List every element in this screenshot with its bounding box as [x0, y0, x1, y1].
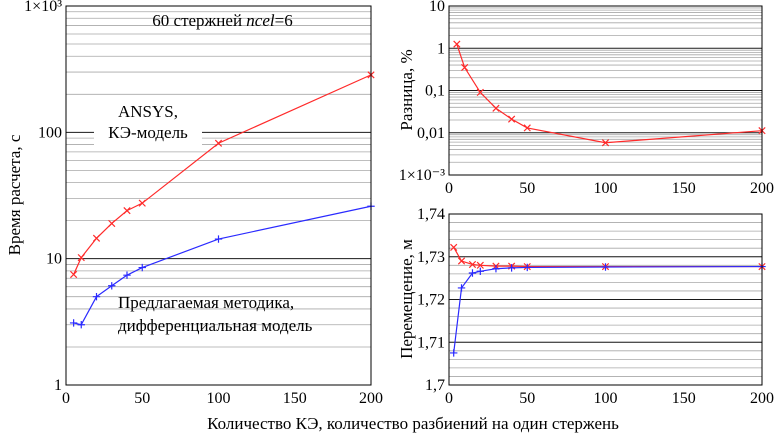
- data-point: [461, 63, 469, 72]
- series-red: [70, 71, 375, 279]
- data-point: [601, 139, 610, 147]
- series-red: [453, 40, 766, 147]
- annotation-line: КЭ-модель: [108, 123, 188, 142]
- grid-disp: [449, 213, 762, 386]
- data-point: [69, 319, 78, 327]
- data-point: [92, 234, 101, 242]
- data-point: [476, 267, 484, 275]
- x-tick-label: 100: [594, 180, 618, 197]
- data-point: [77, 321, 85, 329]
- shared-x-axis-label: Количество КЭ, количество разбиений на о…: [207, 414, 619, 433]
- chart-title: 60 стержней ncel=6: [152, 11, 292, 30]
- data-point: [123, 271, 131, 279]
- annotation-bg: [94, 101, 202, 147]
- x-tick-label: 0: [445, 390, 453, 407]
- y-tick-label: 1: [437, 40, 445, 57]
- series-line: [453, 265, 763, 354]
- data-point: [214, 235, 223, 243]
- y-axis-label: Перемещение, м: [397, 239, 416, 359]
- x-tick-label: 0: [445, 180, 453, 197]
- x-tick-label: 150: [283, 390, 307, 407]
- annotation-line: Предлагаемая методика,: [118, 293, 294, 312]
- data-point: [214, 139, 223, 147]
- y-tick-label: 1×10⁻³: [399, 167, 445, 184]
- x-tick-label: 50: [519, 390, 535, 407]
- x-tick-label: 150: [672, 390, 696, 407]
- y-tick-label: 1×10³: [24, 0, 62, 15]
- y-tick-label: 100: [38, 124, 62, 141]
- y-axis-label: Разница, %: [397, 49, 416, 130]
- annotation: ANSYS, КЭ-модель: [94, 101, 202, 147]
- data-point: [138, 263, 146, 272]
- data-point: [476, 88, 484, 97]
- data-point: [457, 257, 466, 265]
- chart-diff: 0 50 100 150 200 1×10⁻³ 0,01 0,1 1 10 Разница, %: [397, 0, 774, 197]
- chart-disp: 0 50 100 150 200 1,7 1,71 1,72 1,73 1,74Перемещен…: [397, 206, 774, 407]
- data-point: [70, 270, 78, 279]
- data-point: [468, 260, 477, 269]
- series-line: [456, 43, 763, 144]
- x-tick-label: 0: [62, 390, 70, 407]
- data-point: [138, 199, 146, 207]
- data-point: [449, 349, 458, 357]
- grid-diff: [449, 5, 762, 176]
- data-point: [523, 263, 531, 272]
- y-tick-label: 0,01: [417, 125, 445, 142]
- data-point: [492, 265, 500, 273]
- x-tick-label: 200: [750, 390, 774, 407]
- data-point: [77, 253, 85, 262]
- y-tick-label: 1: [54, 377, 62, 394]
- annotation: Предлагаемая методика, дифференциальная м…: [118, 293, 313, 335]
- y-tick-label: 10: [46, 251, 62, 268]
- data-point: [476, 261, 484, 269]
- annotation-line: дифференциальная модель: [118, 316, 313, 335]
- plot-frame: [448, 5, 763, 176]
- data-point: [92, 292, 101, 301]
- data-point: [601, 263, 610, 271]
- annotation-line: ANSYS,: [118, 102, 178, 121]
- data-point: [507, 264, 516, 272]
- x-tick-label: 200: [750, 180, 774, 197]
- data-point: [450, 243, 458, 251]
- x-tick-label: 200: [359, 390, 383, 407]
- x-tick-label: 50: [519, 180, 535, 197]
- data-point: [492, 104, 500, 112]
- y-tick-label: 1,72: [417, 292, 445, 309]
- y-tick-label: 1,71: [417, 334, 445, 351]
- x-tick-label: 150: [672, 180, 696, 197]
- y-tick-label: 10: [429, 0, 445, 15]
- y-axis-label: Время расчета, с: [5, 134, 24, 255]
- data-point: [123, 207, 131, 215]
- y-tick-label: 0,1: [425, 83, 445, 100]
- data-point: [457, 284, 466, 292]
- plot-frame: [448, 213, 763, 386]
- data-point: [468, 269, 477, 277]
- series-line: [73, 205, 372, 326]
- y-tick-label: 1,73: [417, 249, 445, 266]
- series-blue: [449, 262, 766, 357]
- data-point: [507, 115, 516, 123]
- data-point: [523, 124, 531, 132]
- x-tick-label: 100: [207, 390, 231, 407]
- x-tick-label: 50: [134, 390, 150, 407]
- chart-time: ANSYS, КЭ-модель Предлагаемая методика, диф…: [5, 0, 383, 407]
- y-tick-label: 1,74: [417, 206, 445, 223]
- plot-frame: [65, 5, 372, 386]
- data-point: [108, 282, 116, 290]
- data-point: [108, 219, 116, 228]
- y-tick-label: 1,7: [425, 377, 445, 394]
- data-point: [453, 40, 461, 48]
- x-tick-label: 100: [594, 390, 618, 407]
